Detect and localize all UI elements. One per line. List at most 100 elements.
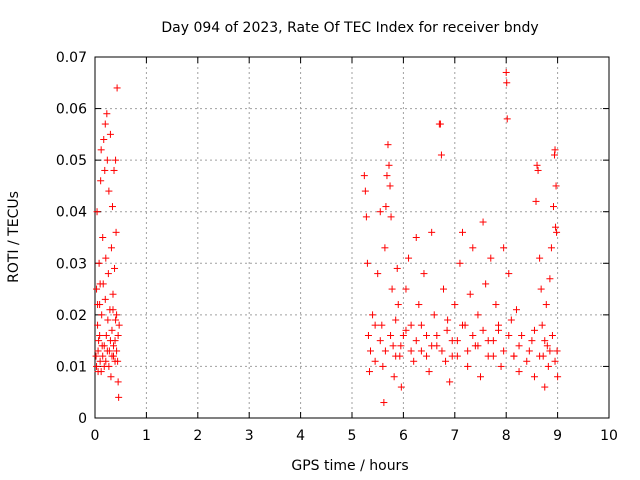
data-point-plus [110,342,118,350]
data-point-plus [102,254,110,262]
x-tick-label: 3 [245,428,254,444]
data-point-plus [93,285,101,293]
data-point-plus [378,321,386,329]
data-point-plus [548,331,556,339]
data-point-plus [364,331,372,339]
data-point-plus [100,136,108,144]
data-point-plus [388,285,396,293]
data-point-plus [407,347,415,355]
data-point-plus [385,161,393,169]
data-point-plus [93,362,101,370]
data-point-plus [551,146,559,154]
y-axis-label: ROTI / TECUs [6,191,22,283]
data-point-plus [464,347,472,355]
data-point-plus [534,166,542,174]
data-point-plus [99,352,107,360]
data-point-plus [448,352,456,360]
data-point-plus [103,110,111,118]
data-point-plus [412,234,420,241]
data-point-plus [502,68,510,76]
data-point-plus [96,331,104,339]
x-tick-label: 0 [91,428,100,444]
grid-lines [95,57,609,418]
data-point-plus [387,213,395,221]
data-points [92,68,562,407]
data-point-plus [111,264,119,272]
data-point-plus [379,362,387,370]
data-point-plus [110,166,118,174]
data-point-plus [430,311,438,319]
data-point-plus [544,362,552,370]
data-point-plus [459,228,467,236]
data-point-plus [469,244,477,252]
data-point-plus [104,270,112,278]
data-point-plus [109,290,117,298]
data-point-plus [100,342,108,350]
data-point-plus [439,285,447,293]
data-point-plus [105,187,113,195]
data-point-plus [108,326,116,334]
data-point-plus [505,270,513,278]
data-point-plus [101,120,109,128]
data-point-plus [392,352,400,360]
data-point-plus [494,321,502,329]
data-point-plus [106,130,114,138]
data-point-plus [518,331,526,339]
data-point-plus [433,331,441,339]
data-point-plus [497,362,505,370]
data-point-plus [474,311,482,319]
data-point-plus [552,182,560,190]
data-point-plus [428,342,436,350]
data-point-plus [466,290,474,298]
data-point-plus [109,306,117,314]
data-point-plus [415,301,423,309]
data-point-plus [102,331,110,339]
data-point-plus [515,368,523,376]
x-tick-label: 10 [600,428,618,444]
data-point-plus [115,321,123,329]
data-point-plus [510,352,518,360]
data-point-plus [505,331,513,339]
y-tick-label: 0.07 [56,50,87,66]
data-point-plus [553,347,561,355]
data-point-plus [362,213,370,221]
data-point-plus [108,352,116,360]
data-point-plus [376,208,384,216]
data-point-plus [113,84,121,92]
data-point-plus [482,280,490,288]
x-tick-label: 2 [193,428,202,444]
data-point-plus [410,357,418,365]
data-point-plus [538,321,546,329]
data-point-plus [551,151,559,159]
data-point-plus [380,399,388,407]
data-point-plus [369,311,377,319]
data-point-plus [112,228,120,236]
y-tick-label: 0.05 [56,153,87,169]
y-tick-label: 0 [78,411,87,427]
x-tick-label: 5 [348,428,357,444]
data-point-plus [405,254,413,262]
y-tick-label: 0.03 [56,256,87,272]
data-point-plus [533,161,541,169]
data-point-plus [541,337,549,345]
data-point-plus [367,347,375,355]
x-tick-label: 4 [296,428,305,444]
data-point-plus [105,362,113,370]
data-point-plus [444,316,452,324]
chart-title: Day 094 of 2023, Rate Of TEC Index for r… [161,20,538,36]
data-point-plus [407,321,415,329]
data-point-plus [537,285,545,293]
data-point-plus [515,342,523,350]
data-point-plus [412,337,420,345]
data-point-plus [365,368,373,376]
data-point-plus [464,362,472,370]
data-point-plus [420,270,428,278]
data-point-plus [112,156,120,164]
data-point-plus [108,203,116,211]
data-point-plus [417,321,425,329]
data-point-plus [446,378,454,386]
data-point-plus [423,331,431,339]
data-point-plus [103,156,111,164]
data-point-plus [546,347,554,355]
